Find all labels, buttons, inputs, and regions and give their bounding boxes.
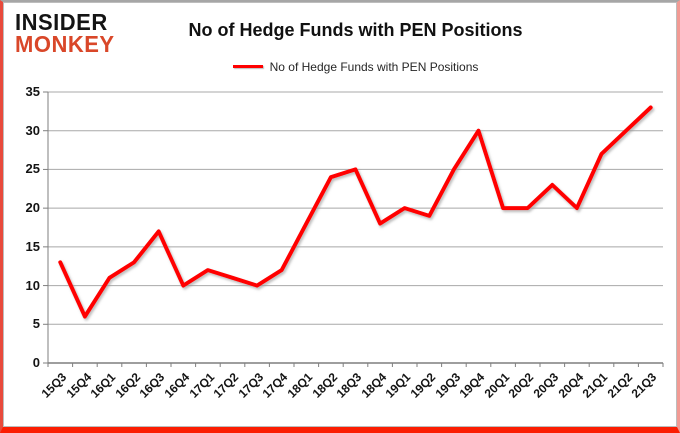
y-axis-tick-label: 10 <box>25 277 40 293</box>
y-axis-tick-label: 30 <box>25 122 40 138</box>
legend-label: No of Hedge Funds with PEN Positions <box>269 59 479 74</box>
legend-line-swatch <box>232 65 263 69</box>
chart-legend: No of Hedge Funds with PEN Positions <box>48 59 663 74</box>
line-chart-plot-area <box>43 91 664 367</box>
insider-monkey-logo: INSIDER MONKEY <box>15 8 115 58</box>
logo-word-insider: INSIDER <box>15 8 108 36</box>
logo-word-monkey: MONKEY <box>15 30 115 58</box>
y-axis-tick-label: 0 <box>32 355 40 370</box>
y-axis-tick-label: 5 <box>32 316 40 332</box>
page-title: No of Hedge Funds with PEN Positions <box>188 20 523 40</box>
y-axis-tick-label: 20 <box>25 200 40 216</box>
y-axis-tick-label: 35 <box>25 84 40 99</box>
y-axis-tick-label: 15 <box>25 238 40 254</box>
series-line <box>58 105 653 319</box>
y-axis-tick-label: 25 <box>25 161 40 177</box>
